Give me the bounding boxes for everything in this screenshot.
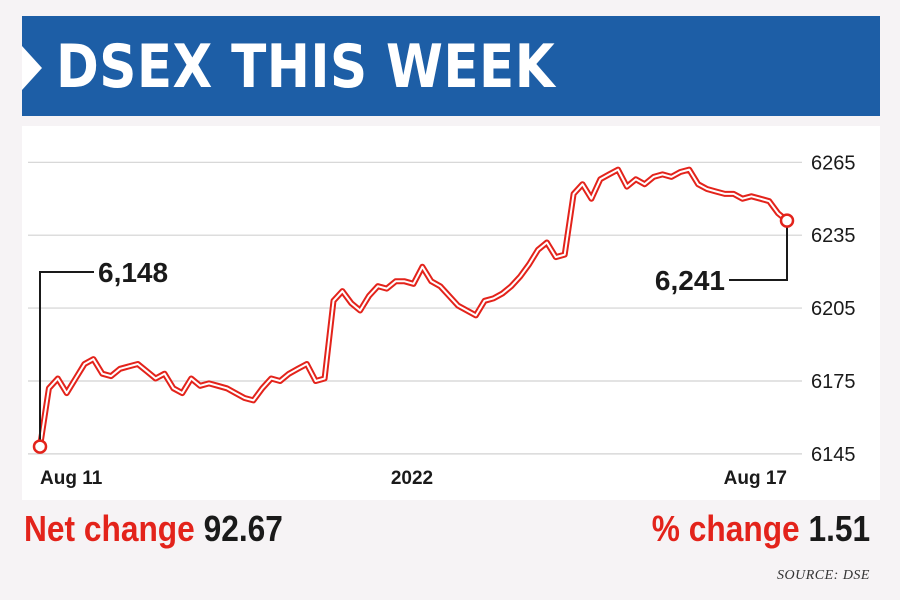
header-notch <box>22 46 42 90</box>
y-tick-label: 6145 <box>811 444 856 466</box>
net-change: Net change 92.67 <box>24 508 283 550</box>
net-change-label: Net change <box>24 508 195 549</box>
start-annotation-leader <box>39 271 94 447</box>
end-annotation-label: 6,241 <box>655 265 725 296</box>
source-note: SOURCE: DSE <box>777 568 870 583</box>
y-tick-label: 6175 <box>811 371 856 393</box>
line-chart: 6145 6175 6205 6235 6265 Aug 11 2022 Aug 17 6,14… <box>28 152 856 489</box>
end-point-marker <box>779 213 795 228</box>
percent-change-label: % change <box>651 508 800 549</box>
y-tick-label: 6235 <box>811 225 856 247</box>
end-annotation-leader <box>729 220 788 281</box>
percent-change: % change 1.51 <box>652 508 870 550</box>
x-tick-label: Aug 11 <box>40 468 103 489</box>
start-point-marker <box>32 439 48 454</box>
x-tick-label: 2022 <box>391 468 433 489</box>
header-banner: DSEX THIS WEEK <box>22 16 880 116</box>
series-line-highlight <box>39 168 788 448</box>
y-tick-label: 6205 <box>811 298 856 320</box>
chart-panel: 6145 6175 6205 6235 6265 Aug 11 2022 Aug 17 6,14… <box>22 126 880 500</box>
start-annotation-label: 6,148 <box>98 257 168 288</box>
chart-title: DSEX THIS WEEK <box>56 32 556 102</box>
y-tick-label: 6265 <box>811 152 856 174</box>
percent-change-value: 1.51 <box>808 508 870 549</box>
net-change-value: 92.67 <box>203 508 283 549</box>
x-tick-label: Aug 17 <box>724 468 787 489</box>
